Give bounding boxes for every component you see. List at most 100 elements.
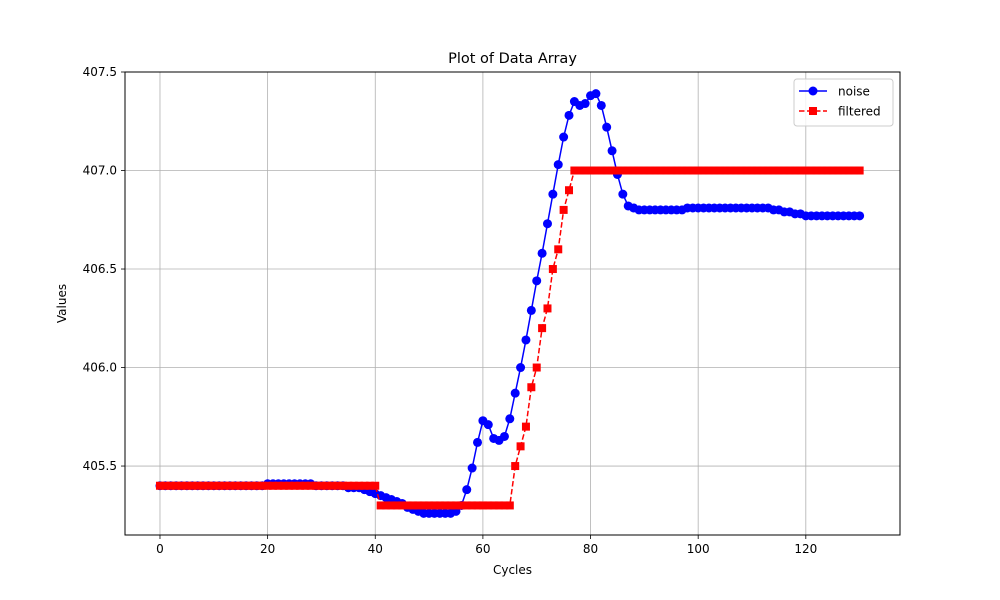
- data-point-filtered: [726, 166, 735, 175]
- data-point-filtered: [758, 166, 767, 175]
- data-point-noise: [607, 146, 617, 156]
- data-point-filtered: [823, 166, 832, 175]
- data-point-noise: [532, 276, 542, 286]
- data-point-filtered: [747, 166, 756, 175]
- data-point-filtered: [236, 481, 245, 490]
- data-point-filtered: [855, 166, 864, 175]
- y-tick-label: 407.0: [83, 164, 117, 178]
- data-point-filtered: [527, 383, 536, 392]
- y-tick-label: 406.5: [83, 262, 117, 276]
- data-point-noise: [596, 100, 606, 110]
- data-point-filtered: [683, 166, 692, 175]
- data-point-noise: [553, 160, 563, 170]
- data-point-filtered: [322, 481, 331, 490]
- data-point-filtered: [489, 501, 498, 510]
- data-point-filtered: [710, 166, 719, 175]
- data-point-filtered: [753, 166, 762, 175]
- data-point-filtered: [468, 501, 477, 510]
- data-point-filtered: [791, 166, 800, 175]
- data-point-filtered: [651, 166, 660, 175]
- data-point-noise: [537, 248, 547, 258]
- data-point-noise: [580, 99, 590, 109]
- data-point-filtered: [715, 166, 724, 175]
- legend: noise filtered: [793, 78, 894, 127]
- plot-frame: [124, 71, 901, 536]
- data-point-filtered: [430, 501, 439, 510]
- y-tick-label: 406.0: [83, 361, 117, 375]
- data-point-filtered: [769, 166, 778, 175]
- data-point-filtered: [807, 166, 816, 175]
- data-point-filtered: [473, 501, 482, 510]
- data-point-filtered: [602, 166, 611, 175]
- data-point-filtered: [694, 166, 703, 175]
- data-point-noise: [516, 363, 526, 373]
- data-point-noise: [473, 437, 483, 447]
- data-point-filtered: [538, 324, 547, 333]
- data-point-filtered: [834, 166, 843, 175]
- data-point-filtered: [597, 166, 606, 175]
- data-point-filtered: [495, 501, 504, 510]
- data-point-filtered: [338, 481, 347, 490]
- data-point-filtered: [435, 501, 444, 510]
- legend-item-filtered: filtered: [799, 105, 881, 119]
- data-point-filtered: [570, 166, 579, 175]
- data-point-filtered: [252, 481, 261, 490]
- data-point-filtered: [764, 166, 773, 175]
- x-tick-label: 20: [260, 542, 275, 556]
- data-point-filtered: [349, 481, 358, 490]
- data-point-filtered: [581, 166, 590, 175]
- data-point-filtered: [225, 481, 234, 490]
- data-point-filtered: [624, 166, 633, 175]
- data-point-filtered: [511, 462, 520, 471]
- data-point-filtered: [516, 442, 525, 451]
- data-point-filtered: [565, 186, 574, 195]
- data-point-filtered: [618, 166, 627, 175]
- data-point-filtered: [801, 166, 810, 175]
- data-point-filtered: [548, 265, 557, 274]
- data-point-filtered: [382, 501, 391, 510]
- data-point-noise: [499, 431, 509, 441]
- data-point-filtered: [634, 166, 643, 175]
- data-point-filtered: [419, 501, 428, 510]
- data-point-filtered: [608, 166, 617, 175]
- data-point-filtered: [161, 481, 170, 490]
- x-axis: 0 20 40 60 80 100 120: [156, 535, 817, 556]
- data-point-filtered: [672, 166, 681, 175]
- data-point-filtered: [774, 166, 783, 175]
- data-point-filtered: [333, 481, 342, 490]
- data-point-noise: [510, 388, 520, 398]
- data-point-filtered: [414, 501, 423, 510]
- x-tick-label: 0: [156, 542, 164, 556]
- data-point-noise: [467, 463, 477, 473]
- data-point-filtered: [258, 481, 267, 490]
- data-point-filtered: [209, 481, 218, 490]
- data-point-filtered: [688, 166, 697, 175]
- series-filtered: [155, 166, 864, 510]
- data-point-filtered: [812, 166, 821, 175]
- data-point-filtered: [817, 166, 826, 175]
- data-point-noise: [618, 189, 628, 199]
- data-point-filtered: [166, 481, 175, 490]
- data-point-filtered: [500, 501, 509, 510]
- data-point-filtered: [215, 481, 224, 490]
- data-point-filtered: [796, 166, 805, 175]
- data-point-filtered: [532, 363, 541, 372]
- data-point-filtered: [446, 501, 455, 510]
- data-point-filtered: [387, 501, 396, 510]
- data-point-filtered: [640, 166, 649, 175]
- data-point-filtered: [586, 166, 595, 175]
- data-point-filtered: [247, 481, 256, 490]
- data-point-filtered: [645, 166, 654, 175]
- data-point-filtered: [704, 166, 713, 175]
- data-point-filtered: [575, 166, 584, 175]
- data-point-filtered: [263, 481, 272, 490]
- data-point-noise: [602, 122, 612, 132]
- data-point-filtered: [376, 501, 385, 510]
- data-point-filtered: [839, 166, 848, 175]
- x-tick-label: 60: [475, 542, 490, 556]
- data-point-noise: [564, 110, 574, 120]
- data-point-filtered: [425, 501, 434, 510]
- data-point-filtered: [559, 205, 568, 214]
- data-point-filtered: [177, 481, 186, 490]
